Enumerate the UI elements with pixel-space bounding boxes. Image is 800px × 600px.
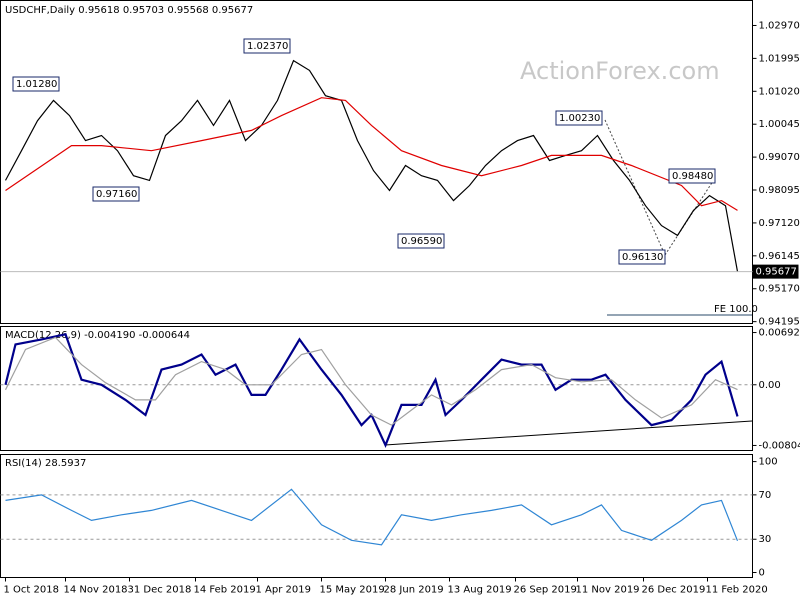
macd-panel	[0, 326, 753, 451]
swing-label: 1.02370	[247, 41, 288, 52]
series-line	[5, 97, 738, 211]
x-tick-label: 11 Nov 2019	[576, 585, 640, 596]
y-tick-label: 0.95170	[759, 284, 800, 295]
swing-label-box	[12, 76, 60, 92]
swing-label-box	[397, 233, 445, 249]
trend-line	[384, 420, 753, 446]
macd-title: MACD(12,26,9) -0.004190 -0.000644	[5, 330, 190, 341]
series-line	[4, 336, 738, 426]
x-tick-label: 26 Sep 2019	[514, 585, 577, 596]
y-tick-label: 0.98095	[759, 185, 800, 196]
y-tick-label: 0.00	[759, 380, 781, 391]
y-tick-label: 0	[759, 568, 765, 579]
y-tick-label: 0.94195	[759, 317, 800, 328]
watermark: ActionForex.com	[520, 57, 720, 85]
x-tick-label: 14 Nov 2018	[64, 585, 128, 596]
y-tick-label: 0.99070	[759, 152, 800, 163]
last-price-tag	[752, 264, 799, 279]
series-line	[4, 333, 739, 448]
price-title: USDCHF,Daily 0.95618 0.95703 0.95568 0.9…	[5, 5, 253, 16]
x-tick-label: 26 Dec 2019	[642, 585, 706, 596]
swing-label-box	[618, 249, 666, 265]
series-line	[5, 488, 739, 546]
y-tick-label: 1.01995	[759, 53, 800, 64]
x-tick-label: 13 Aug 2019	[448, 585, 512, 596]
rsi-panel	[0, 454, 753, 578]
x-tick-label: 31 Dec 2018	[128, 585, 192, 596]
y-tick-label: 0.006927	[759, 328, 800, 339]
swing-label: 0.96130	[622, 252, 663, 263]
y-tick-label: 100	[759, 457, 778, 468]
swing-label: 0.97160	[96, 189, 137, 200]
x-tick-label: 14 Feb 2019	[194, 585, 256, 596]
swing-label: 1.01280	[16, 79, 57, 90]
swing-label-box	[243, 38, 291, 54]
rsi-title: RSI(14) 28.5937	[5, 458, 86, 469]
swing-label-box	[668, 168, 716, 184]
y-tick-label: 70	[759, 490, 772, 501]
x-tick-label: 11 Feb 2020	[706, 585, 768, 596]
x-tick-label: 1 Apr 2019	[256, 585, 311, 596]
y-tick-label: 0.97120	[759, 218, 800, 229]
swing-label-box	[555, 110, 603, 126]
x-tick-label: 28 Jun 2019	[384, 585, 444, 596]
y-tick-label: 1.02970	[759, 20, 800, 31]
y-tick-label: 0.96145	[759, 251, 800, 262]
swing-label: 0.96590	[401, 236, 442, 247]
x-tick-label: 15 May 2019	[320, 585, 385, 596]
swing-label: 0.98480	[672, 171, 713, 182]
y-tick-label: 1.01020	[759, 86, 800, 97]
x-tick-label: 1 Oct 2018	[4, 585, 59, 596]
price-panel	[0, 0, 753, 324]
last-price-label: 0.95677	[756, 267, 797, 278]
y-tick-label: 1.00045	[759, 119, 800, 130]
swing-label-box	[92, 186, 140, 202]
fe-label: FE 100.0	[714, 304, 758, 315]
swing-label: 1.00230	[559, 113, 600, 124]
y-tick-label: -0.008049	[759, 440, 800, 451]
series-line	[4, 59, 739, 272]
swing-line	[604, 119, 666, 256]
y-tick-label: 30	[759, 534, 772, 545]
